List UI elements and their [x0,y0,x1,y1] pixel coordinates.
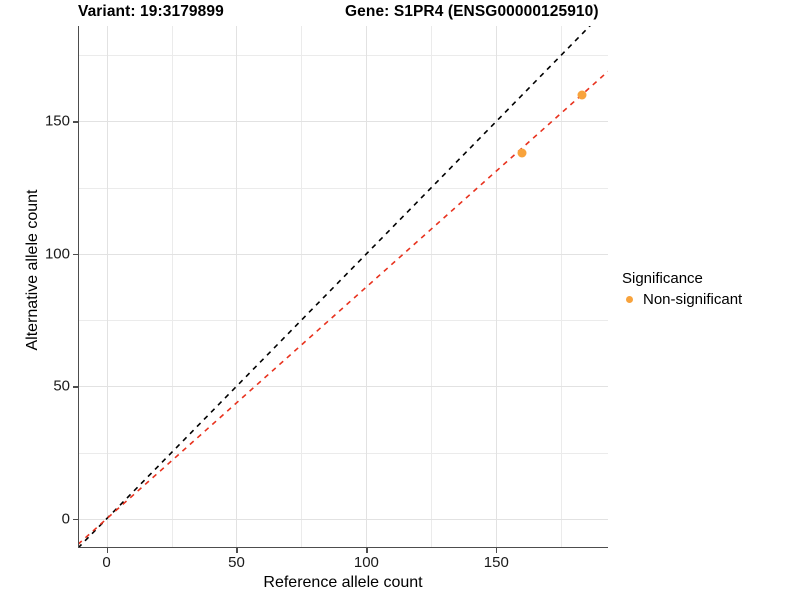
gridline-minor [78,452,608,454]
x-axis-tick-labels: 0 50 100 150 [78,554,608,576]
gridline-major [496,26,498,548]
gridline-minor [78,320,608,322]
x-tick-label: 50 [228,554,245,571]
gridline-major [106,26,108,548]
gridline-minor [301,26,303,548]
gridline-major [366,26,368,548]
y-tick-label: 100 [44,245,70,263]
y-axis-line [78,26,80,548]
gene-title: Gene: S1PR4 (ENSG00000125910) [345,3,599,20]
x-tick-label: 100 [353,554,379,571]
reference-lines-layer [78,26,608,548]
fit-line [78,70,608,545]
x-tickmark [236,548,238,553]
data-point [517,148,527,158]
y-tick-label: 150 [44,112,70,130]
gridline-minor [171,26,173,548]
y-tickmark [73,518,78,521]
legend: Significance Non-significant [622,270,797,308]
y-tickmark [73,121,78,123]
gridline-minor [78,55,608,57]
gridline-major [236,26,238,548]
y-tickmark [73,253,78,256]
legend-item: Non-significant [622,291,797,308]
gridline-major [78,386,608,388]
x-tick-label: 150 [483,554,509,571]
variant-title: Variant: 19:3179899 [78,3,224,20]
y-axis-tick-labels: 0 50 100 150 [0,26,70,548]
gridline-major [78,253,608,255]
point-marker-icon [622,292,637,307]
gridline-minor [561,26,563,548]
x-axis-line [78,546,608,548]
data-point [577,90,587,100]
x-tickmark [106,548,108,553]
gridline-minor [431,26,433,548]
gridline-major [78,518,608,520]
legend-items: Non-significant [622,291,797,308]
y-tick-label: 0 [61,510,70,528]
x-tickmark [496,548,498,553]
gridline-major [78,121,608,123]
y-axis-label: Alternative allele count [24,189,41,351]
legend-item-label: Non-significant [643,291,743,308]
plot-panel [73,26,608,553]
legend-title: Significance [622,270,703,287]
y-tick-label: 50 [53,377,70,395]
x-tickmark [366,548,368,553]
x-axis-label: Reference allele count [263,574,423,591]
gridline-minor [78,187,608,189]
identity-line [78,26,591,548]
y-tickmark [73,386,78,388]
x-tick-label: 0 [102,554,111,571]
plot-area [78,26,608,548]
